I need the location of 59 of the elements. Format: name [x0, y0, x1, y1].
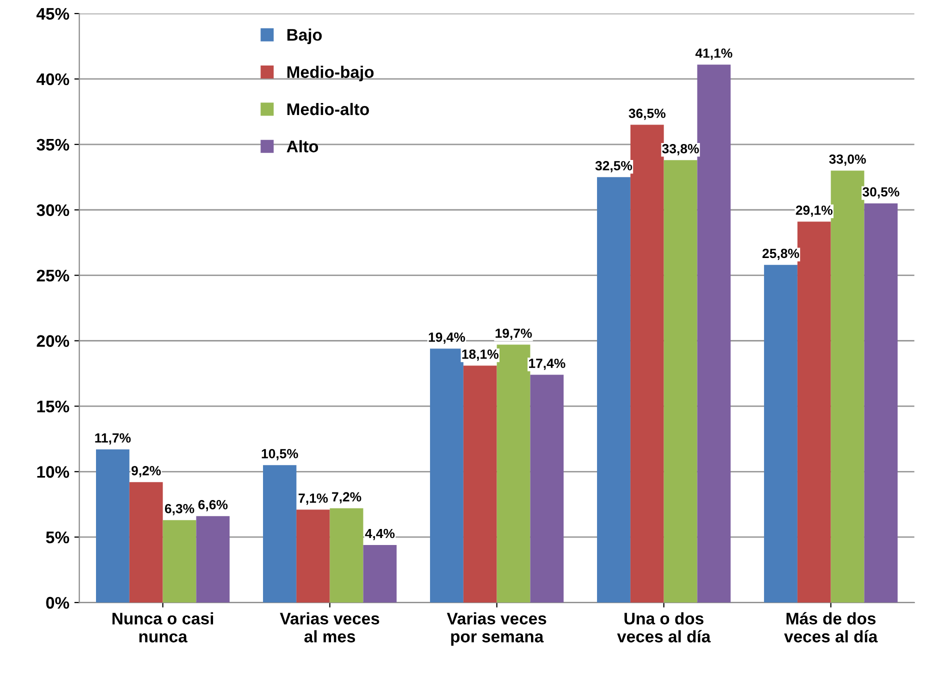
- bar: [597, 177, 630, 603]
- data-label: 32,5%: [595, 161, 632, 172]
- bar: [830, 170, 864, 603]
- data-label: 7,2%: [332, 492, 362, 504]
- legend-label: Medio-bajo: [287, 66, 374, 82]
- legend-label: Bajo: [287, 28, 322, 44]
- y-tick-label: 20%: [36, 335, 70, 347]
- data-label: 33,8%: [662, 144, 699, 156]
- bar: [330, 508, 364, 603]
- y-tick-label: 40%: [36, 73, 70, 86]
- bar: [363, 544, 397, 603]
- bar: [430, 348, 464, 603]
- bar: [664, 160, 698, 603]
- data-label: 30,5%: [862, 187, 900, 198]
- data-label: 33,0%: [829, 154, 866, 166]
- data-label: 6,3%: [164, 504, 194, 516]
- bar: [296, 510, 330, 603]
- bar: [263, 465, 296, 603]
- y-tick-label: 25%: [36, 270, 70, 282]
- data-label: 4,4%: [365, 528, 395, 540]
- bar: [496, 344, 530, 603]
- bar: [797, 222, 831, 603]
- legend-label: Medio-alto: [287, 102, 369, 116]
- x-tick-label: Nunca o casi nunca: [112, 612, 214, 642]
- bar: [530, 374, 564, 603]
- bar: [697, 64, 731, 603]
- bar: [196, 516, 230, 603]
- legend-label: Alto: [286, 140, 318, 152]
- data-label: 19,7%: [496, 328, 532, 340]
- x-tick-label: Varias veces por semana: [446, 612, 546, 646]
- x-tick-label: Más de dos veces al día: [784, 612, 878, 642]
- bar: [162, 520, 196, 603]
- data-label: 25,8%: [762, 248, 800, 260]
- y-tick-label: 45%: [36, 8, 70, 20]
- data-label: 7,1%: [298, 494, 328, 505]
- data-label: 41,1%: [695, 48, 732, 60]
- bar: [864, 203, 898, 603]
- bar: [463, 366, 497, 603]
- x-tick-label: Varias veces al mes: [280, 612, 380, 642]
- y-tick-label: 30%: [36, 204, 70, 216]
- bar: [630, 124, 664, 603]
- bar: [129, 482, 163, 603]
- y-tick-label: 5%: [46, 532, 70, 544]
- data-label: 29,1%: [796, 206, 832, 217]
- data-label: 36,5%: [628, 108, 666, 120]
- data-label: 19,4%: [428, 332, 466, 344]
- bar: [764, 264, 798, 603]
- y-tick-label: 35%: [36, 138, 70, 151]
- bar: [96, 449, 130, 603]
- y-tick-label: 10%: [37, 466, 70, 478]
- y-tick-label: 0%: [46, 596, 70, 609]
- data-label: 6,6%: [198, 500, 228, 512]
- data-label: 9,2%: [132, 466, 161, 478]
- data-label: 11,7%: [95, 433, 131, 445]
- y-tick-label: 15%: [37, 400, 70, 412]
- data-label: 17,4%: [529, 358, 566, 370]
- x-tick-label: Una o dos veces al día: [617, 612, 711, 642]
- data-label: 10,5%: [262, 448, 298, 460]
- data-label: 18,1%: [462, 350, 498, 361]
